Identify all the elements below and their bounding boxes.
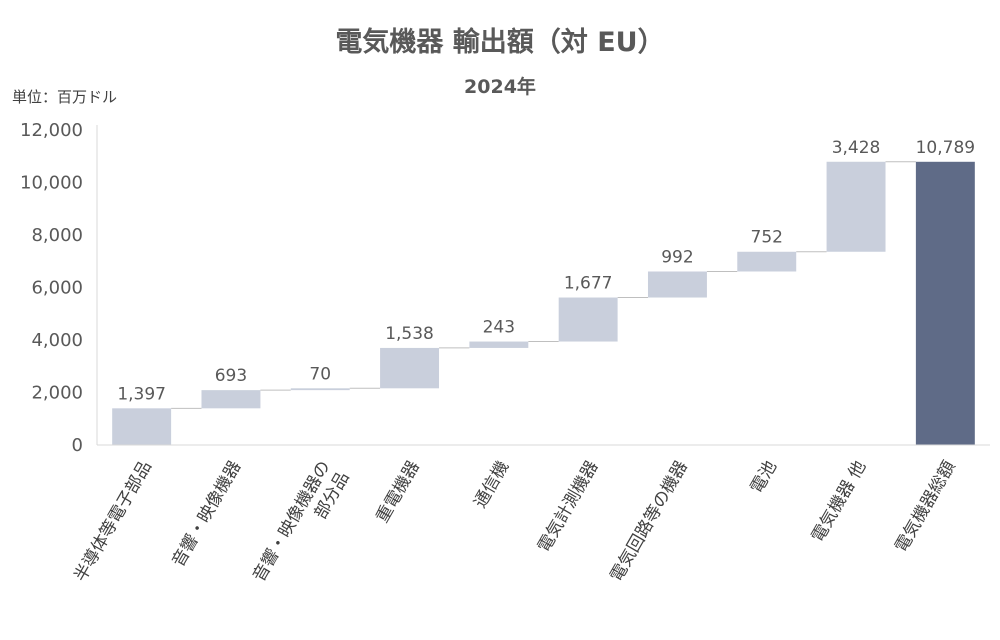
y-tick-label: 4,000 [31,330,83,351]
x-tick-label-line: 音響・映像機器 [168,458,245,571]
y-tick-label: 2,000 [31,383,83,404]
x-tick-label: 通信機 [470,458,513,512]
data-label: 1,397 [117,384,166,404]
unit-label: 単位：百万ドル [12,88,118,106]
data-label: 3,428 [832,138,881,158]
y-tick-label: 0 [72,435,83,456]
waterfall-bar [469,341,529,348]
x-tick-label-line: 電池 [747,458,781,497]
y-tick-label: 10,000 [20,173,83,194]
x-tick-label-line: 重電機器 [373,458,424,527]
data-label: 752 [751,228,783,248]
y-tick-label: 8,000 [31,225,83,246]
waterfall-bar [558,297,618,342]
waterfall-bar [112,408,172,445]
data-label: 10,789 [916,138,975,158]
x-tick-label: 電池 [747,458,781,497]
axes [96,125,990,446]
y-tick-label: 12,000 [20,120,83,141]
waterfall-bar [380,347,440,389]
x-tick-label-line: 半導体等電子部品 [71,458,156,586]
total-bar [915,161,975,445]
data-label: 243 [483,318,515,338]
data-label: 992 [661,247,693,267]
x-tick-label-line: 通信機 [470,458,513,512]
data-label: 1,538 [385,324,434,344]
waterfall-bar [737,251,797,272]
x-tick-label-line: 電気回路等の機器 [606,458,691,586]
waterfall-bar [826,161,886,252]
waterfall-bar [201,390,261,409]
x-tick-label-line: 電気機器総額 [891,458,959,556]
connector-lines [171,161,916,409]
x-tick-label: 電気機器総額 [891,458,959,556]
x-tick-label: 電気回路等の機器 [606,458,691,586]
data-label: 1,677 [564,274,613,294]
chart-title: 電気機器 輸出額（対 EU） [335,27,665,58]
x-tick-label: 音響・映像機器 [168,458,245,571]
y-axis-ticks: 0 2,000 4,000 6,000 8,000 10,000 12,000 [20,120,83,456]
data-label: 693 [215,366,247,386]
x-axis-labels: 半導体等電子部品 音響・映像機器 音響・映像機器の部分品 重電機器 通信機 電気計測機器電… [71,458,960,586]
x-tick-label-line: 音響・映像機器の [249,458,334,586]
x-tick-label: 電気計測機器 [534,458,602,556]
chart-subtitle: 2024年 [464,76,536,98]
x-tick-label: 重電機器 [373,458,424,527]
x-tick-label-line: 電気計測機器 [534,458,602,556]
data-label: 70 [309,364,331,384]
x-tick-label: 半導体等電子部品 [71,458,156,586]
y-tick-label: 6,000 [31,278,83,299]
x-tick-label-line: 電気機器 他 [808,458,871,546]
data-labels: 1,397 693 70 1,538 243 1,677 992 752 3,428 10,789 [117,138,975,405]
waterfall-bar [290,388,350,391]
bars [112,161,975,445]
waterfall-bar [647,271,707,298]
x-tick-label: 電気機器 他 [808,458,871,546]
